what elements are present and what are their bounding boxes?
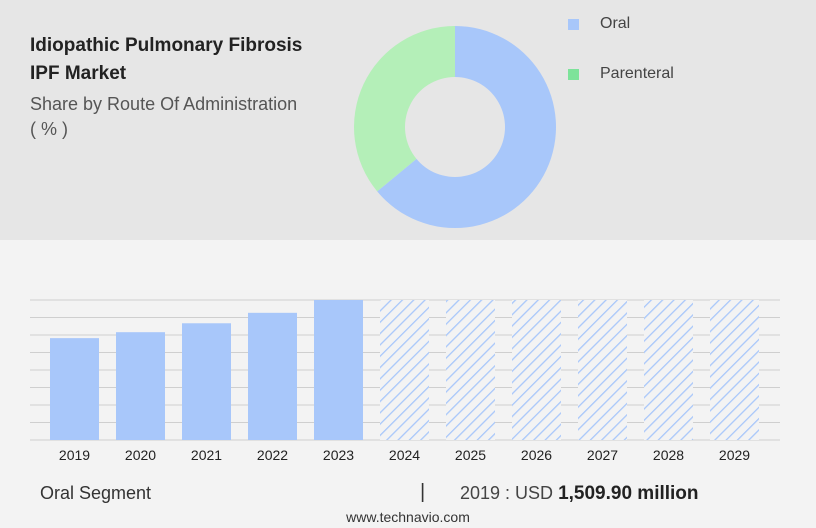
x-tick-label-2029: 2029 [719, 447, 750, 463]
bar-2022 [248, 312, 297, 440]
segment-value: 2019 : USD 1,509.90 million [460, 483, 699, 505]
legend-label-oral: Oral [600, 15, 631, 32]
bar-2026 [512, 300, 561, 440]
bar-2023 [314, 300, 363, 440]
legend-item-parenteral: Parenteral [568, 64, 674, 84]
x-tick-label-2021: 2021 [191, 447, 222, 463]
donut-slice-parenteral [353, 25, 455, 192]
legend-item-oral: Oral [568, 14, 674, 34]
x-tick-label-2019: 2019 [59, 447, 90, 463]
source-link[interactable]: www.technavio.com [346, 509, 470, 525]
chart-subtitle: Share by Route Of Administration ( % ) [30, 92, 297, 142]
x-tick-label-2024: 2024 [389, 447, 420, 463]
legend-swatch-oral [568, 18, 579, 30]
bar-2021 [182, 323, 231, 440]
x-tick-label-2026: 2026 [521, 447, 552, 463]
title-line-1: Idiopathic Pulmonary Fibrosis [30, 35, 303, 56]
legend-swatch-parenteral [568, 68, 579, 80]
bar-2024 [380, 300, 429, 440]
title-line-2: IPF Market [30, 63, 127, 84]
x-tick-label-2023: 2023 [323, 447, 354, 463]
x-tick-label-2025: 2025 [455, 447, 486, 463]
x-tick-label-2020: 2020 [125, 447, 156, 463]
bar-2027 [578, 300, 627, 440]
x-tick-label-2022: 2022 [257, 447, 288, 463]
segment-label: Oral Segment [40, 483, 152, 503]
subtitle-line-2: ( % ) [30, 119, 68, 139]
segment-amount: 1,509.90 million [558, 483, 699, 504]
x-tick-label-2027: 2027 [587, 447, 618, 463]
bar-2029 [710, 300, 759, 440]
legend-label-parenteral: Parenteral [600, 65, 674, 82]
subtitle-line-1: Share by Route Of Administration [30, 94, 298, 114]
bar-2028 [644, 300, 693, 440]
footer-separator: | [420, 481, 426, 503]
bar-2025 [446, 300, 495, 440]
donut-slice-oral [377, 26, 556, 229]
segment-year-prefix: 2019 : USD [460, 483, 559, 503]
bar-2020 [116, 332, 165, 440]
bar-2019 [50, 338, 99, 440]
legend: Oral Parenteral [568, 14, 674, 114]
donut-chart [353, 25, 556, 229]
x-tick-label-2028: 2028 [653, 447, 684, 463]
chart-title: Idiopathic Pulmonary Fibrosis IPF Market [30, 32, 350, 88]
